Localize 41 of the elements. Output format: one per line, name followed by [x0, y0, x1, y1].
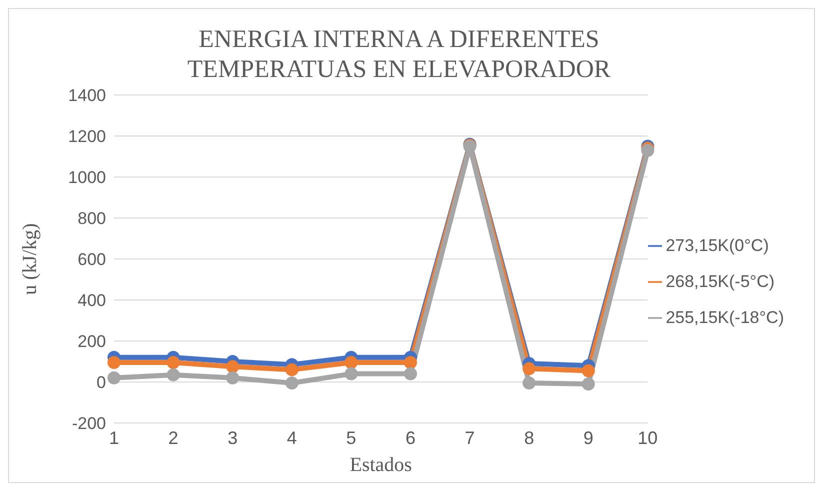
point — [108, 356, 120, 370]
point — [108, 371, 120, 384]
legend-label: 255,15K(-18°C) — [666, 308, 784, 326]
x-tick-label: 3 — [228, 428, 238, 448]
x-tick-label: 9 — [583, 428, 594, 448]
x-tick-label: 6 — [405, 428, 416, 448]
x-tick-label: 1 — [108, 428, 120, 448]
chart-title: ENERGIA INTERNA A DIFERENTES TEMPERATUAS EN ELEVAPORADOR — [186, 25, 612, 85]
x-tick-label: 7 — [464, 428, 475, 448]
point — [344, 367, 358, 380]
y-axis-title: u (kJ/kg) — [19, 223, 42, 295]
x-tick-label: 2 — [168, 428, 178, 448]
point — [582, 364, 595, 378]
legend-label: 268,15K(-5°C) — [666, 272, 775, 290]
y-tick-label: 200 — [78, 332, 106, 352]
point — [522, 376, 536, 390]
point — [404, 356, 417, 370]
x-tick-label: 8 — [524, 428, 534, 448]
y-tick-label: 0 — [96, 373, 106, 392]
x-tick-label: 10 — [638, 428, 658, 448]
y-tick-label: 1400 — [68, 86, 106, 106]
point — [404, 367, 417, 380]
x-axis-title: Estados — [350, 454, 412, 476]
legend-label: 273,15K(0°C) — [666, 236, 769, 254]
point — [344, 356, 358, 370]
point — [166, 356, 180, 370]
y-tick-label: 1200 — [68, 127, 106, 146]
point — [166, 368, 180, 382]
point — [226, 371, 240, 384]
y-tick-label: 600 — [78, 250, 106, 270]
y-tick-label: -200 — [72, 414, 106, 434]
point — [285, 363, 298, 376]
y-tick-label: 1000 — [68, 168, 106, 188]
point — [522, 362, 536, 376]
point — [226, 360, 240, 374]
point — [285, 376, 298, 390]
y-tick-label: 800 — [78, 209, 106, 228]
y-tick-label: 400 — [78, 291, 106, 310]
x-tick-label: 4 — [286, 428, 297, 448]
point — [582, 378, 595, 391]
x-tick-label: 5 — [346, 428, 356, 448]
